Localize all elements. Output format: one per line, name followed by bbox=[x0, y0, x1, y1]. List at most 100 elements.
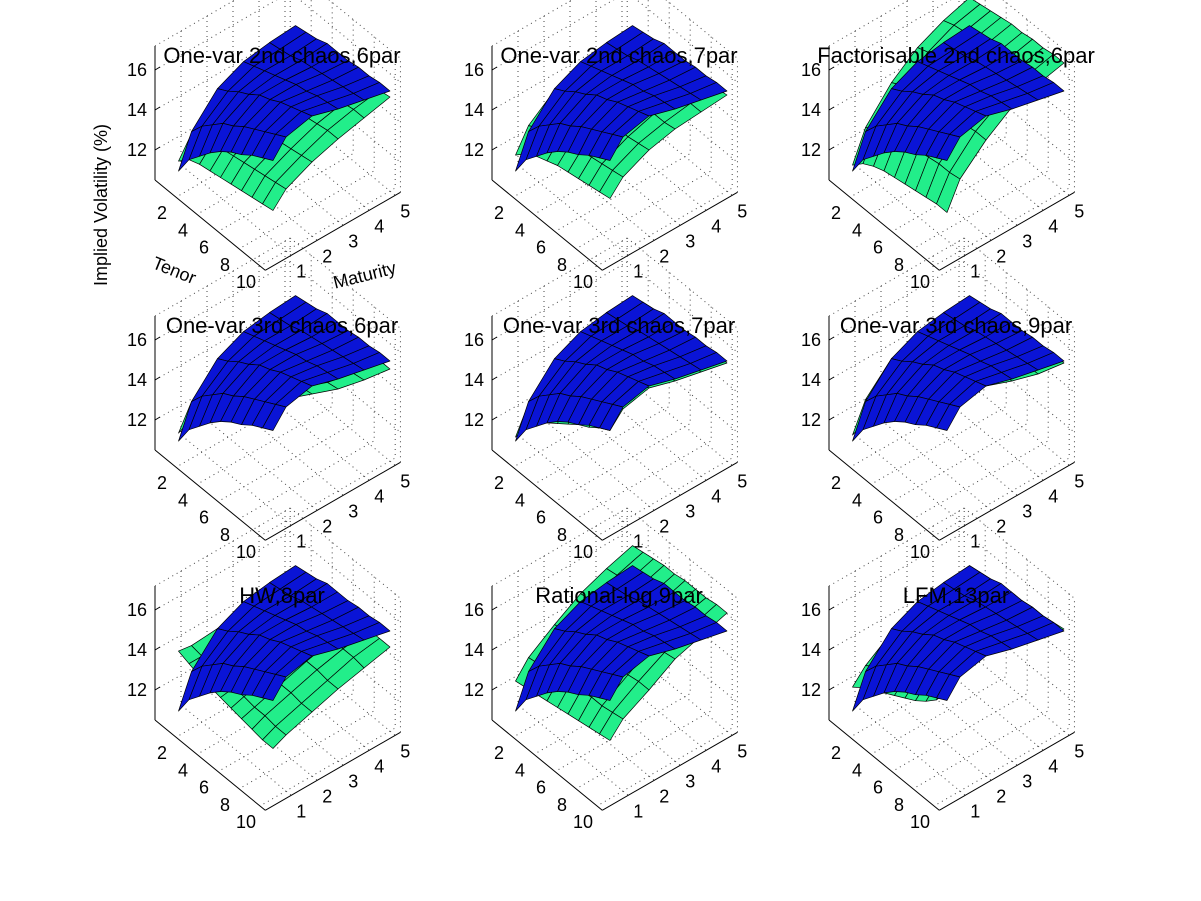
tenor-tick-label: 2 bbox=[157, 203, 167, 223]
z-tick-label: 14 bbox=[127, 640, 147, 660]
z-tick-label: 14 bbox=[127, 100, 147, 120]
market-surface bbox=[852, 565, 1065, 712]
maturity-tick-label: 5 bbox=[737, 741, 747, 761]
tenor-tick-label: 8 bbox=[220, 255, 230, 275]
tenor-tick-label: 10 bbox=[573, 272, 593, 292]
maturity-tick-label: 2 bbox=[659, 246, 669, 266]
plot-title: Factorisable 2nd chaos,6par bbox=[817, 43, 1095, 68]
maturity-tick-label: 5 bbox=[400, 741, 410, 761]
z-tick-label: 12 bbox=[127, 680, 147, 700]
z-tick-label: 14 bbox=[127, 370, 147, 390]
tenor-tick-label: 4 bbox=[852, 490, 862, 510]
z-tick-label: 14 bbox=[801, 640, 821, 660]
tenor-tick-label: 4 bbox=[515, 490, 525, 510]
tenor-tick-label: 10 bbox=[910, 812, 930, 832]
z-tick-label: 12 bbox=[801, 410, 821, 430]
maturity-tick-label: 5 bbox=[737, 201, 747, 221]
maturity-tick-label: 4 bbox=[1048, 756, 1058, 776]
surface-cell bbox=[599, 712, 624, 741]
tenor-tick-label: 6 bbox=[536, 778, 546, 798]
tenor-tick-label: 4 bbox=[852, 220, 862, 240]
surface-cell bbox=[262, 134, 287, 161]
maturity-tick-label: 5 bbox=[1074, 741, 1084, 761]
axes bbox=[491, 46, 738, 271]
tenor-tick-label: 8 bbox=[557, 525, 567, 545]
surface-cell bbox=[262, 182, 287, 211]
maturity-tick-label: 2 bbox=[322, 786, 332, 806]
surface-cell bbox=[599, 404, 624, 431]
tenor-tick-label: 6 bbox=[199, 778, 209, 798]
tenor-tick-label: 8 bbox=[557, 255, 567, 275]
maturity-tick-label: 4 bbox=[711, 216, 721, 236]
tenor-tick-label: 10 bbox=[910, 542, 930, 562]
tenor-tick-label: 6 bbox=[873, 238, 883, 258]
plot-title: One-var 2nd chaos,6par bbox=[163, 43, 400, 68]
tenor-tick-label: 10 bbox=[573, 542, 593, 562]
ylabel: Implied Volatility (%) bbox=[91, 124, 111, 286]
surface-plot-3: Factorisable 2nd chaos,6par1214162468101… bbox=[801, 0, 1095, 292]
tenor-tick-label: 8 bbox=[220, 525, 230, 545]
maturity-tick-label: 4 bbox=[374, 216, 384, 236]
plot-title: One-var 3rd chaos,7par bbox=[503, 313, 735, 338]
maturity-tick-label: 3 bbox=[1022, 771, 1032, 791]
tenor-tick-label: 2 bbox=[157, 473, 167, 493]
maturity-tick-label: 2 bbox=[322, 246, 332, 266]
z-tick-label: 12 bbox=[801, 140, 821, 160]
market-surface bbox=[178, 25, 391, 172]
z-tick-label: 12 bbox=[127, 140, 147, 160]
market-surface bbox=[852, 25, 1065, 172]
z-tick-label: 14 bbox=[801, 100, 821, 120]
axes bbox=[491, 316, 738, 541]
z-tick-label: 12 bbox=[464, 680, 484, 700]
z-tick-label: 14 bbox=[464, 370, 484, 390]
maturity-tick-label: 3 bbox=[1022, 501, 1032, 521]
z-tick-label: 16 bbox=[801, 60, 821, 80]
maturity-tick-label: 5 bbox=[400, 201, 410, 221]
maturity-tick-label: 2 bbox=[996, 786, 1006, 806]
maturity-tick-label: 2 bbox=[659, 516, 669, 536]
tenor-tick-label: 2 bbox=[494, 743, 504, 763]
surface-cell bbox=[262, 726, 287, 749]
tenor-tick-label: 4 bbox=[178, 490, 188, 510]
tenor-tick-label: 6 bbox=[199, 238, 209, 258]
maturity-tick-label: 1 bbox=[633, 801, 643, 821]
grid bbox=[491, 237, 738, 537]
tenor-tick-label: 8 bbox=[220, 795, 230, 815]
maturity-tick-label: 1 bbox=[970, 801, 980, 821]
grid bbox=[828, 237, 1075, 537]
market-surface bbox=[178, 295, 391, 442]
maturity-tick-label: 3 bbox=[685, 501, 695, 521]
tenor-tick-label: 10 bbox=[236, 812, 256, 832]
tenor-tick-label: 6 bbox=[536, 238, 546, 258]
market-surface bbox=[515, 25, 728, 172]
axes bbox=[828, 46, 1075, 271]
tenor-tick-label: 10 bbox=[236, 542, 256, 562]
maturity-tick-label: 2 bbox=[996, 246, 1006, 266]
tenor-tick-label: 6 bbox=[873, 778, 883, 798]
z-tick-label: 14 bbox=[464, 100, 484, 120]
z-tick-label: 16 bbox=[127, 600, 147, 620]
maturity-tick-label: 5 bbox=[737, 471, 747, 491]
maturity-tick-label: 5 bbox=[400, 471, 410, 491]
z-tick-label: 14 bbox=[464, 640, 484, 660]
tenor-tick-label: 4 bbox=[515, 220, 525, 240]
tenor-tick-label: 6 bbox=[873, 508, 883, 528]
axes bbox=[154, 586, 401, 811]
maturity-tick-label: 3 bbox=[685, 231, 695, 251]
maturity-tick-label: 1 bbox=[296, 801, 306, 821]
grid bbox=[154, 507, 401, 807]
tenor-tick-label: 10 bbox=[573, 812, 593, 832]
maturity-tick-label: 4 bbox=[374, 486, 384, 506]
market-surface bbox=[515, 565, 728, 712]
maturity-tick-label: 2 bbox=[659, 786, 669, 806]
tenor-tick-label: 8 bbox=[557, 795, 567, 815]
plot-title: LFM,13par bbox=[903, 583, 1009, 608]
z-tick-label: 14 bbox=[801, 370, 821, 390]
tenor-tick-label: 4 bbox=[852, 760, 862, 780]
surface-cell bbox=[936, 134, 961, 161]
